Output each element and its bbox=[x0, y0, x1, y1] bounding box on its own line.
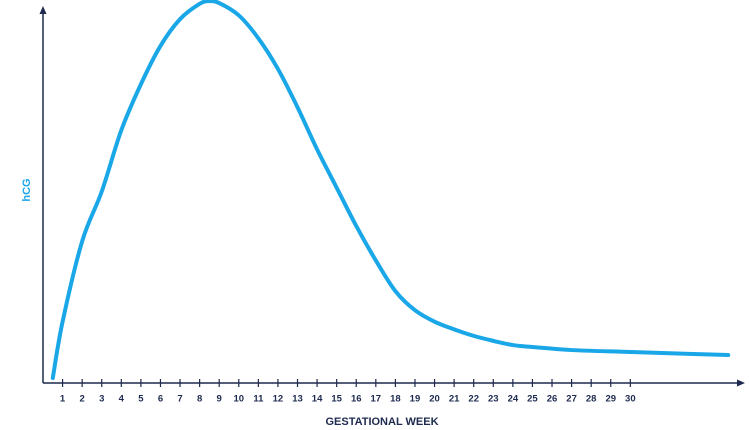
x-tick-label: 29 bbox=[605, 394, 616, 405]
x-tick-label: 14 bbox=[312, 394, 323, 405]
x-tick-label: 28 bbox=[586, 394, 597, 405]
x-tick-label: 25 bbox=[527, 394, 538, 405]
x-tick-label: 10 bbox=[233, 394, 244, 405]
x-tick-label: 3 bbox=[99, 394, 104, 405]
x-tick-label: 13 bbox=[292, 394, 303, 405]
x-tick-label: 12 bbox=[273, 394, 284, 405]
x-tick-label: 9 bbox=[217, 394, 222, 405]
x-tick-label: 6 bbox=[158, 394, 163, 405]
x-tick-label: 23 bbox=[488, 394, 499, 405]
y-axis-title: hCG bbox=[21, 178, 33, 201]
x-tick-label: 27 bbox=[566, 394, 577, 405]
x-tick-label: 24 bbox=[508, 394, 519, 405]
x-tick-label: 16 bbox=[351, 394, 362, 405]
x-tick-label: 7 bbox=[177, 394, 182, 405]
x-tick-label: 1 bbox=[60, 394, 66, 405]
y-axis-arrow bbox=[39, 6, 47, 14]
x-tick-label: 21 bbox=[449, 394, 460, 405]
x-tick-label: 22 bbox=[468, 394, 479, 405]
x-tick-label: 15 bbox=[331, 394, 342, 405]
x-axis-arrow bbox=[737, 379, 745, 387]
data-line bbox=[50, 0, 731, 381]
x-tick-label: 11 bbox=[253, 394, 264, 405]
x-tick-label: 30 bbox=[625, 394, 636, 405]
x-tick-label: 18 bbox=[390, 394, 401, 405]
x-tick-label: 20 bbox=[429, 394, 440, 405]
x-tick-label: 17 bbox=[371, 394, 382, 405]
x-tick-label: 5 bbox=[138, 394, 144, 405]
x-tick-label: 4 bbox=[119, 394, 125, 405]
x-tick-label: 19 bbox=[410, 394, 421, 405]
x-tick-label: 26 bbox=[547, 394, 558, 405]
x-axis-title: GESTATIONAL WEEK bbox=[325, 416, 438, 428]
x-tick-label: 2 bbox=[80, 394, 85, 405]
x-tick-label: 8 bbox=[197, 394, 202, 405]
axes bbox=[39, 6, 745, 387]
